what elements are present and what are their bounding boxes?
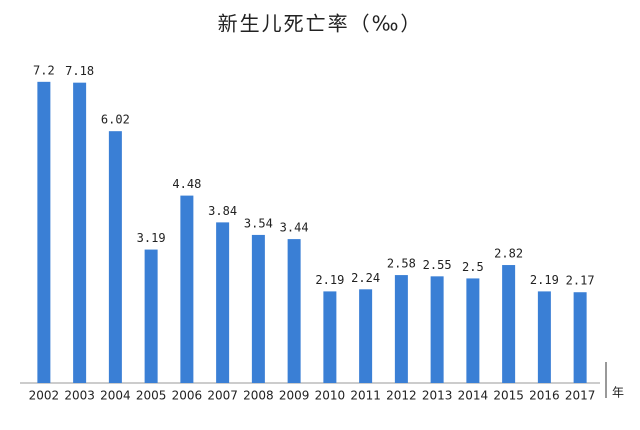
x-axis-label: 年	[612, 386, 624, 400]
value-label: 2.58	[387, 257, 416, 271]
x-tick-label: 2011	[350, 389, 381, 403]
value-label: 3.44	[280, 221, 309, 235]
bar	[430, 276, 444, 383]
x-tick-label: 2006	[172, 389, 203, 403]
value-label: 2.17	[566, 274, 595, 288]
value-label: 2.19	[530, 273, 559, 287]
bar	[502, 265, 516, 383]
value-label: 3.54	[244, 216, 273, 230]
x-tick-label: 2015	[493, 389, 524, 403]
x-tick-label: 2013	[422, 389, 453, 403]
bar	[537, 291, 551, 383]
value-label: 3.84	[208, 204, 237, 218]
x-tick-label: 2008	[243, 389, 274, 403]
value-label: 2.82	[494, 247, 523, 261]
bar	[287, 239, 301, 383]
x-tick-label: 2012	[386, 389, 417, 403]
bar	[359, 289, 373, 383]
bar	[216, 222, 230, 383]
value-label: 7.18	[65, 64, 94, 78]
bar	[180, 195, 194, 383]
value-label: 2.5	[462, 260, 484, 274]
bar	[37, 81, 51, 383]
x-tick-label: 2009	[279, 389, 310, 403]
x-tick-label: 2014	[458, 389, 489, 403]
x-tick-label: 2017	[565, 389, 596, 403]
bar	[394, 275, 408, 383]
value-label: 2.24	[351, 271, 380, 285]
x-tick-label: 2002	[29, 389, 60, 403]
value-label: 7.2	[33, 63, 55, 77]
bar	[251, 234, 265, 383]
x-tick-label: 2005	[136, 389, 167, 403]
bar	[73, 82, 87, 383]
value-label: 3.19	[137, 231, 166, 245]
value-label: 2.19	[315, 273, 344, 287]
bar	[323, 291, 337, 383]
value-label: 2.55	[423, 258, 452, 272]
bar	[466, 278, 480, 383]
x-tick-label: 2010	[315, 389, 346, 403]
value-label: 4.48	[172, 177, 201, 191]
bar	[573, 292, 587, 383]
x-tick-label: 2007	[207, 389, 238, 403]
value-label: 6.02	[101, 113, 130, 127]
x-tick-label: 2016	[529, 389, 560, 403]
x-tick-label: 2004	[100, 389, 131, 403]
x-tick-label: 2003	[64, 389, 95, 403]
chart-title: 新生儿死亡率（‰）	[218, 12, 423, 36]
bar	[108, 131, 122, 383]
bar	[144, 249, 158, 383]
